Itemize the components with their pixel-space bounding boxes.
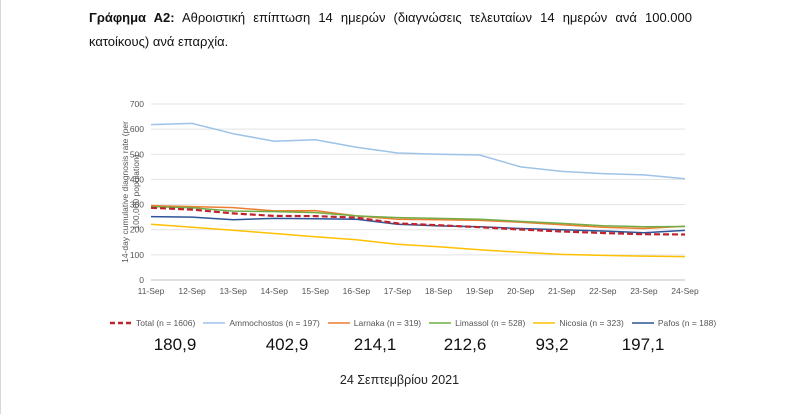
- summary-value: 214,1: [353, 335, 397, 354]
- y-tick-label: 600: [130, 124, 144, 134]
- x-tick-label: 14-Sep: [261, 286, 289, 296]
- y-axis-label-line: 14-day cumulative diagnosis rate (per: [120, 121, 130, 263]
- legend-item: Larnaka (n = 319): [327, 318, 422, 328]
- x-tick-label: 16-Sep: [343, 286, 371, 296]
- legend-swatch: [533, 322, 556, 324]
- legend-swatch: [631, 322, 654, 324]
- legend-swatch: [429, 322, 452, 324]
- y-tick-label: 0: [139, 275, 144, 285]
- series-lines: [150, 122, 686, 258]
- series-line: [150, 215, 686, 234]
- y-tick-label: 500: [130, 149, 144, 159]
- legend-label: Nicosia (n = 323): [559, 318, 624, 328]
- page-left-border: [0, 0, 1, 414]
- summary-value: 402,9: [265, 335, 309, 354]
- x-tick-label: 22-Sep: [589, 286, 617, 296]
- legend-label: Limassol (n = 528): [455, 318, 526, 328]
- footer-date: 24 Σεπτεμβρίου 2021: [339, 373, 460, 387]
- legend-label: Pafos (n = 188): [657, 318, 717, 328]
- caption-lead: Γράφημα Α2:: [89, 10, 175, 25]
- series-line: [150, 223, 686, 258]
- summary-value: 180,9: [153, 335, 197, 354]
- legend-swatch: [110, 321, 132, 325]
- legend-swatch: [327, 322, 350, 324]
- x-tick-label: 20-Sep: [507, 286, 535, 296]
- legend-item: Nicosia (n = 323): [533, 318, 624, 328]
- x-tick-label: 23-Sep: [630, 286, 658, 296]
- y-axis-label: 14-day cumulative diagnosis rate (per100…: [120, 121, 141, 263]
- x-tick-label: 13-Sep: [219, 286, 247, 296]
- x-tick-label: 18-Sep: [425, 286, 453, 296]
- y-tick-label: 300: [130, 200, 144, 210]
- y-axis-ticks: 0 100 200 300 400 500 600 700: [130, 99, 144, 285]
- legend-label: Total (n = 1606): [136, 318, 196, 328]
- caption-text: Αθροιστική επίπτωση 14 ημερών (διαγνώσει…: [89, 10, 692, 49]
- y-axis-label-line: 100,000 population): [131, 154, 141, 229]
- x-tick-label: 24-Sep: [671, 286, 699, 296]
- x-tick-label: 19-Sep: [466, 286, 494, 296]
- legend-label: Larnaka (n = 319): [353, 318, 422, 328]
- legend-item: Total (n = 1606): [110, 318, 195, 328]
- series-line: [150, 205, 686, 228]
- legend-item: Pafos (n = 188): [631, 318, 717, 328]
- x-tick-label: 11-Sep: [138, 286, 165, 296]
- summary-value: 212,6: [443, 335, 487, 354]
- x-tick-label: 21-Sep: [548, 286, 576, 296]
- x-axis-ticks: 11-Sep 12-Sep 13-Sep 14-Sep 15-Sep 16-Sep 17-S…: [138, 286, 699, 296]
- series-line: [150, 122, 686, 180]
- legend-item: Ammochostos (n = 197): [203, 318, 320, 328]
- series-line: [150, 204, 686, 230]
- legend-label: Ammochostos (n = 197): [229, 318, 320, 328]
- y-tick-label: 200: [130, 225, 144, 235]
- x-tick-label: 15-Sep: [302, 286, 330, 296]
- legend-swatch: [203, 322, 226, 324]
- x-tick-label: 17-Sep: [384, 286, 412, 296]
- line-chart: 0 100 200 300 400 500 600 700 11-Sep 12-Sep 13-Se…: [120, 99, 699, 296]
- figure-caption: Γράφημα Α2: Αθροιστική επίπτωση 14 ημερώ…: [89, 6, 692, 54]
- legend-item: Limassol (n = 528): [429, 318, 525, 328]
- chart-legend: Total (n = 1606) Ammochostos (n = 197) Lar…: [110, 316, 716, 330]
- summary-value: 93,2: [535, 335, 569, 354]
- summary-value: 197,1: [621, 335, 665, 354]
- y-tick-label: 100: [130, 250, 144, 260]
- series-line: [150, 206, 686, 236]
- chart-gridlines: [151, 103, 685, 281]
- y-tick-label: 400: [130, 174, 144, 184]
- summary-values: 180,9 402,9 214,1 212,6 93,2 197,1: [0, 335, 799, 361]
- x-tick-label: 12-Sep: [178, 286, 206, 296]
- y-tick-label: 700: [130, 99, 144, 109]
